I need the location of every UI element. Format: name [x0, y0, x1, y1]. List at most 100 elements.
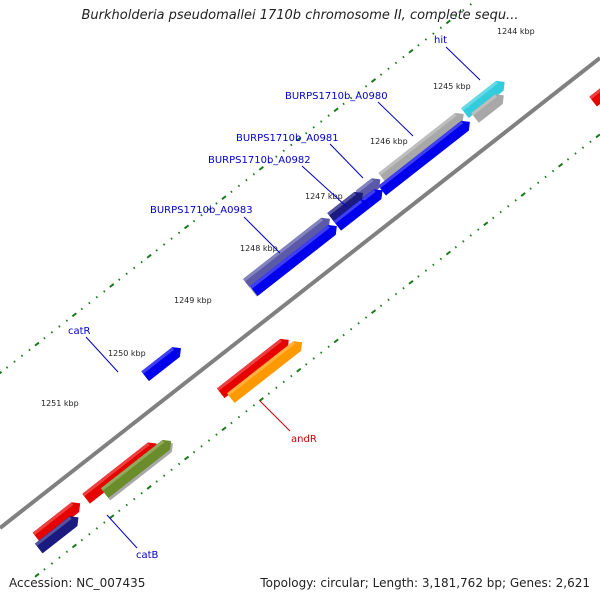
ruler-tick [492, 216, 495, 220]
gene-highlight [217, 339, 282, 391]
gene-label[interactable]: BURPS1710b_A0983 [150, 205, 253, 216]
gene-labels: hit BURPS1710b_A0980 BURPS1710b_A0981 BURPS… [68, 35, 481, 561]
ruler-tick [170, 237, 173, 240]
ruler-tick [267, 161, 271, 164]
ruler-tick [230, 421, 233, 425]
gene-highlight [243, 218, 324, 282]
gene-leader-line [259, 400, 291, 432]
ruler-tick [140, 491, 143, 495]
ruler-tick [312, 357, 315, 360]
ruler-tick [109, 283, 115, 288]
gene-catb[interactable] [100, 439, 172, 499]
ruler-tick [43, 336, 46, 340]
gene-highlight [141, 347, 175, 374]
ruler-tick [333, 107, 339, 113]
ruler-tick [58, 325, 61, 328]
gene-feature[interactable] [471, 94, 504, 123]
ruler-tick [305, 131, 308, 135]
gene-feature[interactable] [249, 225, 337, 297]
map-title: Burkholderia pseudomallei 1710b chromoso… [81, 8, 519, 23]
ruler-tick [118, 509, 121, 513]
gene-highlight [461, 81, 498, 111]
ruler-tick [342, 102, 345, 106]
ruler-tick [529, 187, 532, 190]
gene-highlight [378, 121, 464, 189]
ruler-tick [207, 439, 211, 442]
ruler-tick [439, 257, 443, 261]
scale-label: 1248 kbp [240, 244, 278, 253]
ruler-tick [43, 568, 46, 571]
scale-label: 1251 kbp [41, 399, 79, 408]
gene-label[interactable]: BURPS1710b_A0980 [285, 91, 388, 102]
ruler-tick [387, 298, 390, 302]
ruler-tick [319, 120, 323, 123]
ruler-tick [574, 152, 577, 155]
ruler-tick [424, 269, 428, 272]
ruler-tick [125, 503, 128, 507]
gene-feature[interactable] [589, 57, 600, 107]
gene-andr[interactable] [226, 341, 303, 404]
gene-label[interactable]: catR [68, 326, 91, 337]
ruler-tick [237, 415, 241, 419]
gene-feature[interactable] [378, 120, 470, 196]
ruler-tick [454, 14, 458, 18]
ruler-tick [370, 78, 377, 83]
scale-label: 1246 kbp [370, 137, 408, 146]
ruler-tick [155, 480, 158, 483]
ruler-tick [88, 532, 91, 536]
ruler-tick [379, 304, 383, 308]
gene-label[interactable]: hit [434, 35, 447, 46]
ruler-tick [506, 204, 510, 208]
ruler-tick [192, 219, 196, 223]
gene-feature[interactable] [216, 338, 289, 399]
genome-backbone [0, 56, 600, 530]
ruler-tick [290, 374, 293, 378]
ruler-tick [296, 367, 302, 373]
ruler-tick [379, 73, 383, 76]
ruler-tick [296, 136, 302, 142]
gene-catr[interactable] [141, 347, 181, 382]
ruler-tick [65, 550, 69, 554]
ruler-tick [445, 19, 451, 25]
gene-highlight [227, 341, 296, 396]
gene-leader-line [243, 216, 281, 254]
gene-burps1710b-a0980[interactable] [378, 112, 464, 183]
ruler-tick [357, 322, 360, 325]
ruler-tick [477, 228, 480, 231]
gene-label[interactable]: BURPS1710b_A0981 [236, 133, 339, 144]
gene-highlight [589, 88, 600, 100]
gene-feature[interactable] [34, 516, 79, 554]
gene-hit[interactable] [460, 80, 505, 119]
ruler-tick [424, 38, 428, 41]
gene-features [32, 57, 600, 554]
ruler-tick [103, 521, 106, 524]
gene-label[interactable]: catB [136, 550, 159, 561]
ruler-tick [133, 497, 136, 501]
gene-label[interactable]: andR [291, 434, 317, 445]
gene-label[interactable]: BURPS1710b_A0982 [208, 155, 311, 166]
ruler-tick [5, 366, 9, 369]
ruler-tick [95, 527, 99, 530]
ruler-tick [215, 202, 218, 205]
ruler-tick [200, 213, 203, 217]
ruler-tick [146, 485, 152, 490]
ruler-tick [462, 240, 465, 243]
ruler-tick [349, 327, 353, 331]
ruler-tick [215, 433, 218, 436]
ruler-tick [566, 158, 570, 161]
ruler-tick [333, 338, 339, 344]
ruler-tick [462, 8, 465, 12]
gene-highlight [100, 440, 165, 491]
ruler-tick [394, 292, 398, 296]
gene-leader-line [301, 165, 348, 208]
gene-feature[interactable] [333, 199, 370, 231]
ruler-tick [387, 67, 390, 71]
ruler-tick [499, 210, 502, 214]
gene-highlight [250, 225, 331, 289]
ruler-tick [282, 380, 286, 384]
accession-label: Accession: NC_007435 [9, 576, 146, 590]
ruler-tick [394, 61, 398, 65]
ruler-tick [252, 404, 256, 407]
gene-highlight [82, 442, 150, 497]
